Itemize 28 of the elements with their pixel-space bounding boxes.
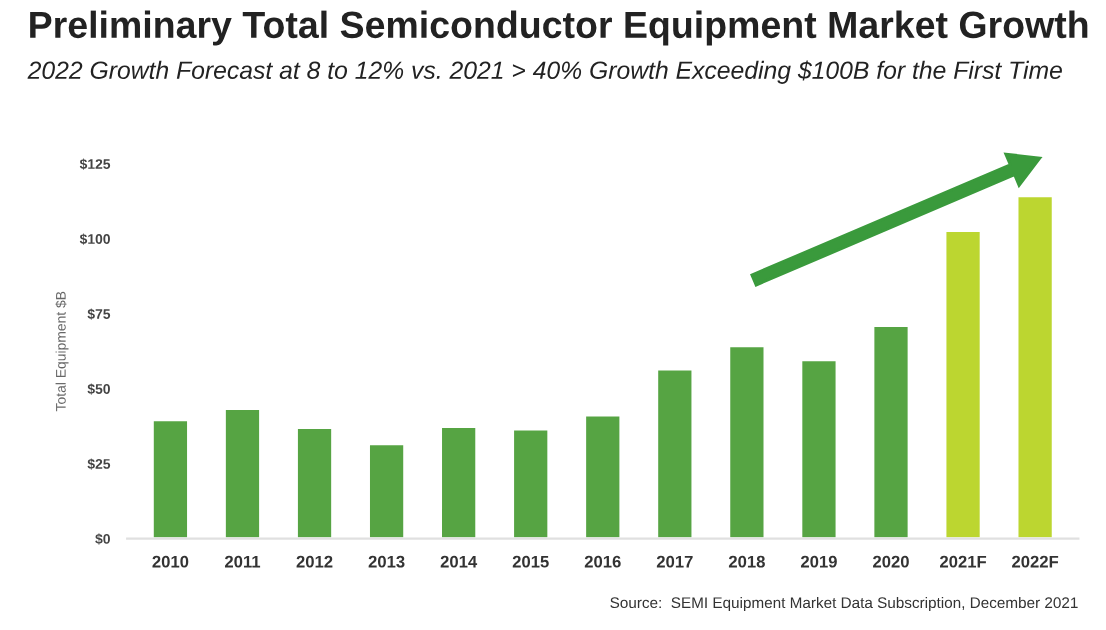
bar — [1015, 194, 1055, 539]
x-tick-label: 2011 — [224, 555, 261, 568]
bar — [223, 407, 262, 539]
x-tick-label: 2019 — [800, 555, 837, 568]
x-tick-label: 2013 — [368, 555, 405, 568]
bar — [727, 344, 767, 539]
bar — [943, 229, 983, 539]
x-tick-label: 2018 — [728, 555, 765, 568]
bar — [367, 442, 406, 539]
x-tick-label: 2014 — [440, 555, 478, 568]
x-tick-label: 2020 — [873, 555, 909, 568]
x-tick-label: 2022F — [1012, 555, 1059, 568]
x-tick-label: 2015 — [512, 555, 549, 568]
chart-subtitle: 2022 Growth Forecast at 8 to 12% vs. 2021 > 40% Growth Exceeding $100B for the First Time — [27, 60, 1062, 84]
bar — [655, 367, 695, 539]
bar — [583, 413, 623, 539]
bar — [511, 427, 551, 539]
x-tick-label: 2010 — [152, 555, 189, 568]
bar — [871, 324, 911, 539]
bar — [439, 425, 479, 539]
chart-title: Preliminary Total Semiconductor Equipment Market Growth — [30, 10, 1088, 46]
x-tick-label: 2016 — [584, 555, 621, 568]
x-tick-label: 2017 — [656, 555, 693, 568]
bar — [799, 358, 839, 539]
bar — [151, 418, 190, 539]
bar — [295, 426, 334, 539]
x-tick-label: 2021F — [940, 555, 987, 568]
x-tick-label: 2012 — [296, 555, 333, 568]
